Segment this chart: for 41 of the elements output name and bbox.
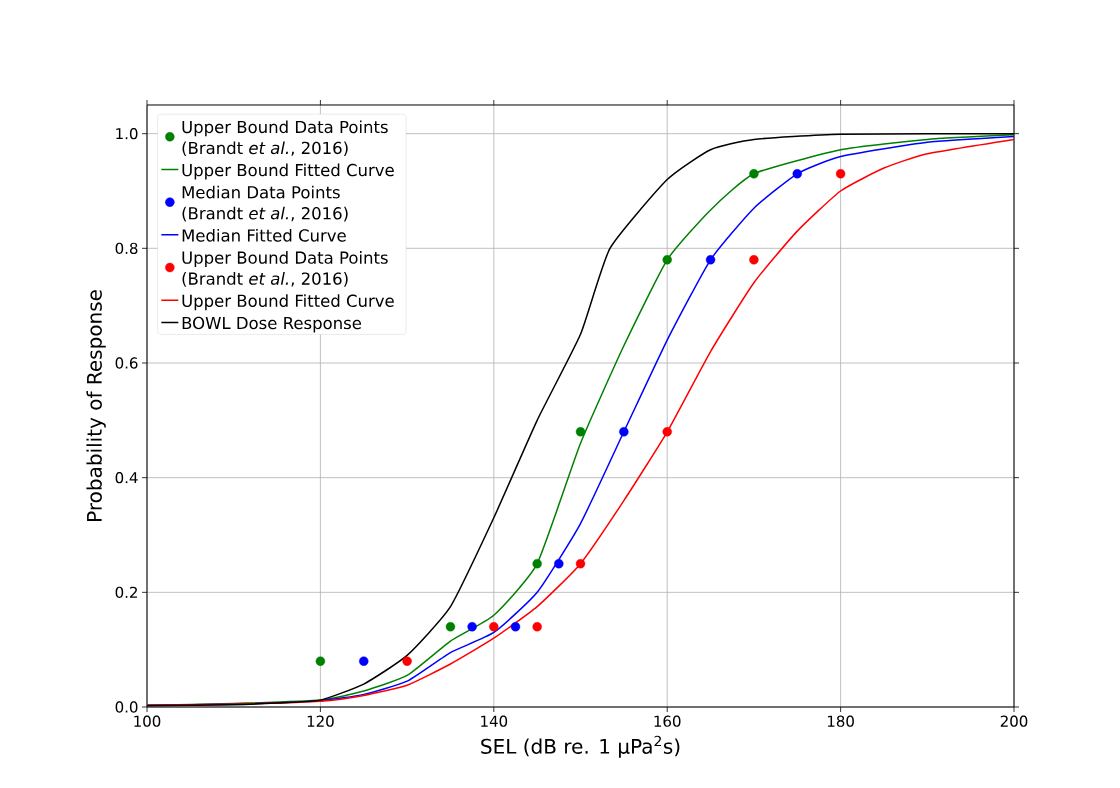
x-tick-label: 180 [827, 715, 854, 727]
point [792, 169, 802, 179]
x-tick-label: 200 [1000, 715, 1028, 727]
legend-label: Upper Bound Data Points (Brandt et al., 2016) [182, 120, 388, 157]
point [489, 622, 499, 632]
point [315, 656, 326, 666]
point [359, 656, 369, 666]
x-tick-label: 140 [481, 715, 508, 727]
point [749, 255, 759, 265]
y-tick-label: 1.0 [116, 127, 138, 140]
point [575, 558, 586, 569]
y-tick-label: 0.4 [115, 471, 138, 484]
y-tick-label: 0.6 [115, 357, 138, 369]
y-tick-label: 0.2 [115, 586, 137, 599]
point [705, 255, 716, 265]
point [662, 255, 672, 265]
point [445, 622, 456, 632]
point [749, 169, 759, 179]
point [662, 427, 672, 437]
x-tick-label: 160 [654, 715, 681, 727]
point [467, 622, 477, 632]
y-tick-label: 0.8 [115, 242, 138, 254]
legend-label: Upper Bound Fitted Curve [182, 163, 394, 180]
y-axis-title: Probability of Response [86, 290, 106, 521]
point [510, 622, 521, 632]
y-tick-label: 0.0 [115, 701, 138, 713]
legend-label: Upper Bound Fitted Curve [182, 294, 394, 311]
point [532, 558, 542, 569]
legend-label: Upper Bound Data Points (Brandt et al., 2016) [182, 251, 388, 287]
point [532, 622, 542, 632]
point [554, 558, 564, 569]
x-tick-label: 120 [307, 715, 334, 727]
point [835, 169, 846, 179]
x-tick-label: 100 [134, 715, 161, 727]
legend-label: BOWL Dose Response [182, 316, 362, 333]
legend-label: Median Fitted Curve [182, 228, 346, 242]
legend-label: Median Data Points (Brandt et al., 2016) [182, 185, 348, 222]
point [402, 656, 412, 666]
point [575, 427, 586, 437]
point [619, 427, 629, 437]
x-axis-title: SEL (dB re. 1 μPa$^{2}$s) [481, 735, 680, 758]
